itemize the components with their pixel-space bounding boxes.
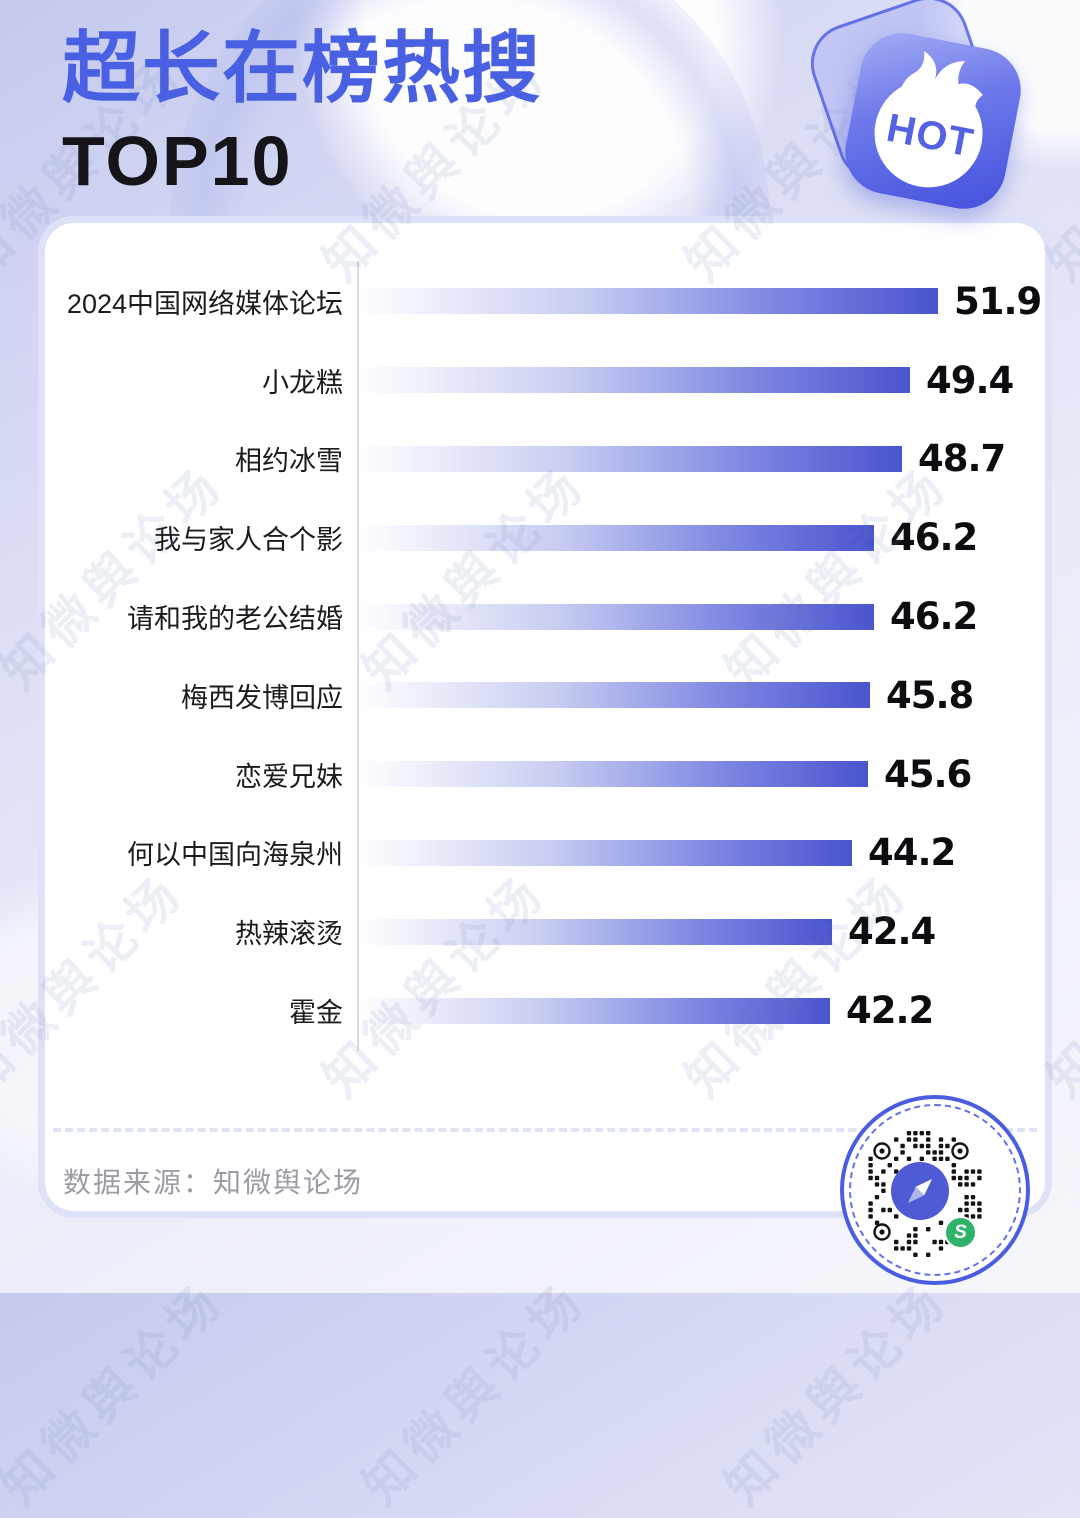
chart-card: 2024中国网络媒体论坛 51.9 小龙糕 49.4 相约冰雪 48.7 我与家人合个影 46… [38,216,1052,1218]
qr-green-badge: S [944,1216,977,1249]
chart-row: 请和我的老公结婚 46.2 [45,577,1045,656]
bar [359,445,902,472]
chart-row: 梅西发博回应 45.8 [45,656,1045,735]
chart-row: 相约冰雪 48.7 [45,420,1045,499]
watermark-text: 知微舆论场 [0,1270,236,1516]
bar-value: 44.2 [868,831,956,875]
bar [359,524,874,551]
bar-label: 请和我的老公结婚 [127,604,343,635]
bar-label: 热辣滚烫 [235,919,343,950]
watermark-text: 知微舆论场 [1076,454,1080,700]
chart-row: 恋爱兄妹 45.6 [45,735,1045,814]
bar [359,288,938,315]
bar-label: 何以中国向海泉州 [127,840,343,871]
qr-badge-glyph: S [954,1221,967,1243]
bar-value: 49.4 [926,358,1014,402]
header: 超长在榜热搜 TOP10 [62,24,543,200]
watermark-text: 知微舆论场 [1076,1270,1080,1516]
chart-rows: 2024中国网络媒体论坛 51.9 小龙糕 49.4 相约冰雪 48.7 我与家人合个影 46… [45,262,1045,1050]
hot-badge-front-square: HOT [838,26,1028,216]
bar [359,367,910,394]
chart-row: 小龙糕 49.4 [45,341,1045,420]
bar-value: 42.4 [848,910,936,954]
page-title: 超长在榜热搜 [62,24,543,112]
qr-compass-icon [891,1162,949,1220]
chart-row: 2024中国网络媒体论坛 51.9 [45,262,1045,341]
axis-line [357,261,359,1051]
data-source-text: 数据来源：知微舆论场 [63,1167,364,1198]
footer-divider [53,1128,1037,1132]
bar [359,918,832,945]
bar-value: 45.6 [884,752,972,796]
bar [359,603,874,630]
bar-value: 46.2 [890,516,978,560]
bar [359,682,870,709]
bar-label: 恋爱兄妹 [235,761,343,792]
bar-label: 我与家人合个影 [154,525,343,556]
bar-value: 51.9 [954,279,1042,323]
page-subtitle: TOP10 [62,121,293,200]
bar-value: 46.2 [890,595,978,639]
bar-value: 42.2 [846,989,934,1033]
chart-row: 热辣滚烫 42.4 [45,892,1045,971]
bar-value: 45.8 [886,673,974,717]
bar [359,839,852,866]
bar-chart: 2024中国网络媒体论坛 51.9 小龙糕 49.4 相约冰雪 48.7 我与家人合个影 46… [45,262,1045,1050]
hot-badge: HOT [800,0,1080,235]
chart-row: 我与家人合个影 46.2 [45,498,1045,577]
chart-row: 何以中国向海泉州 44.2 [45,814,1045,893]
bar [359,761,868,788]
bar-label: 2024中国网络媒体论坛 [66,288,343,319]
qr-dashed-ring [849,1104,1021,1276]
bar-value: 48.7 [918,437,1006,481]
bar-label: 霍金 [289,998,343,1029]
qr-code: S [840,1095,1030,1285]
bar-label: 梅西发博回应 [181,682,343,713]
flame-icon: HOT [846,35,1020,209]
watermark-text: 知微舆论场 [352,1270,598,1516]
bar-label: 小龙糕 [262,367,343,398]
bar [359,997,830,1024]
watermark-text: 知微舆论场 [714,1270,960,1516]
chart-row: 霍金 42.2 [45,971,1045,1050]
bar-label: 相约冰雪 [235,446,343,477]
